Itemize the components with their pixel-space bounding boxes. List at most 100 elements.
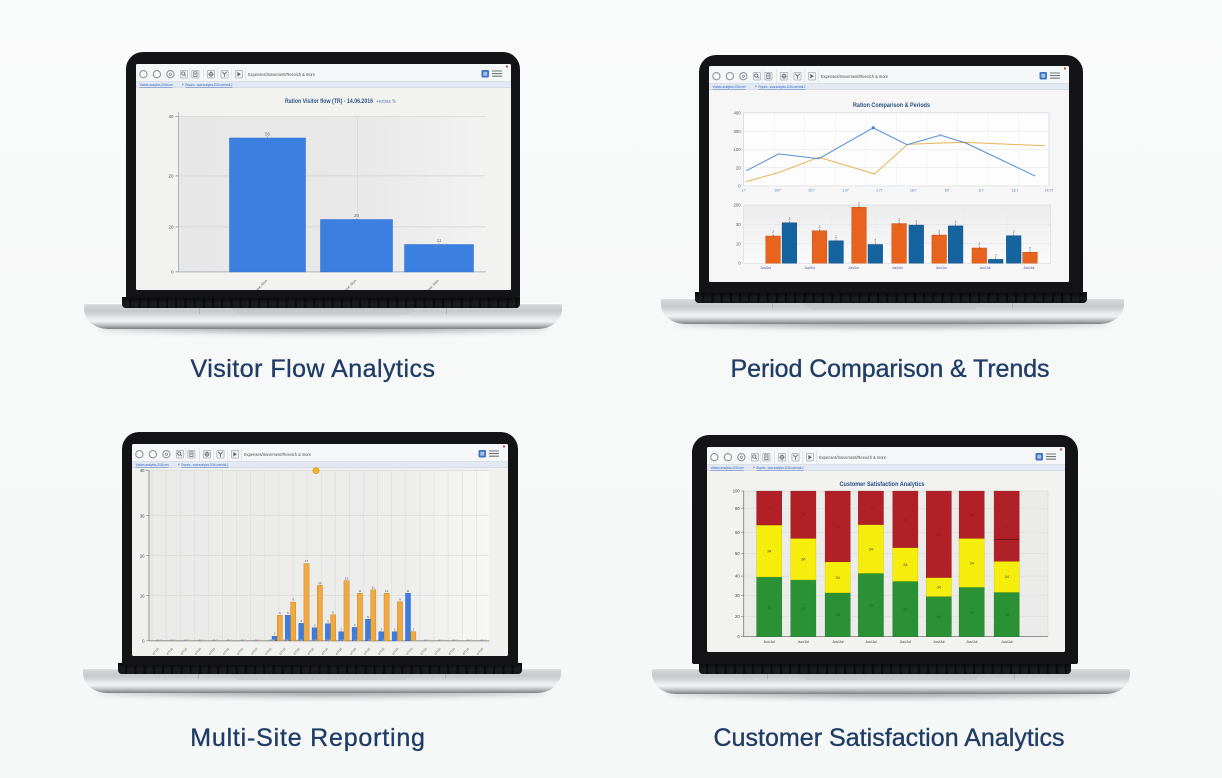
svg-text:Visitors-analytics-2016.net: Visitors-analytics-2016.net (713, 85, 746, 89)
svg-text:Jun/Jul: Jun/Jul (798, 640, 810, 644)
svg-text:2: 2 (1013, 230, 1015, 234)
svg-text:Reports - www.analytics-2016.c: Reports - www.analytics-2016.com/visit-2 (757, 466, 804, 470)
svg-text:Jun/Jul: Jun/Jul (865, 640, 877, 644)
svg-text:0: 0 (171, 270, 174, 275)
svg-text:Expenses/movement/Reevich & mo: Expenses/movement/Reevich & more (248, 72, 316, 77)
svg-text:30: 30 (969, 512, 974, 517)
svg-text:4/7/16: 4/7/16 (349, 647, 358, 656)
svg-text:10/7: 10/7 (774, 188, 781, 192)
svg-text:4/7/16: 4/7/16 (250, 647, 259, 656)
svg-text:4/7/16: 4/7/16 (419, 647, 428, 656)
svg-text:11: 11 (358, 589, 361, 593)
svg-text:5: 5 (279, 611, 281, 615)
svg-text:80: 80 (735, 506, 740, 511)
svg-text:3: 3 (314, 623, 316, 627)
svg-text:Reports - www.analytics-2016.c: Reports - www.analytics-2016.com/visit-2 (186, 83, 233, 87)
svg-text:4/7/16: 4/7/16 (433, 647, 442, 656)
svg-text:Expenses/movement/Reevich & mo: Expenses/movement/Reevich & more (244, 452, 312, 457)
svg-text:4/7/16: 4/7/16 (264, 647, 273, 656)
svg-text:Expenses/movement/Reevich & mo: Expenses/movement/Reevich & more (819, 455, 887, 460)
svg-text:100: 100 (733, 489, 741, 494)
svg-text:30: 30 (767, 506, 772, 511)
svg-text:30: 30 (937, 532, 942, 537)
svg-text:Reports - www.analytics-2016.c: Reports - www.analytics-2016.com/visit-2 (182, 463, 229, 467)
svg-text:2: 2 (340, 627, 342, 631)
svg-text:11: 11 (385, 589, 388, 593)
svg-text:Jun/Jul: Jun/Jul (1001, 640, 1013, 644)
svg-text:16/7: 16/7 (910, 188, 917, 192)
svg-text:20: 20 (168, 225, 174, 230)
svg-text:Jun/Jul: Jun/Jul (966, 640, 978, 644)
svg-text:13: 13 (345, 576, 349, 580)
svg-text:50: 50 (735, 551, 740, 556)
svg-text:Visitors-analytics-2016.net: Visitors-analytics-2016.net (711, 466, 744, 470)
svg-text:34: 34 (1004, 574, 1009, 579)
svg-text:Customer Satisfaction Analytic: Customer Satisfaction Analytics (840, 481, 925, 488)
svg-text:3: 3 (327, 619, 329, 623)
svg-text:June, Mon: June, Mon (254, 279, 269, 290)
svg-text:6: 6 (332, 610, 334, 614)
svg-text:4/7/16: 4/7/16 (306, 647, 315, 656)
svg-text:34: 34 (767, 548, 772, 553)
svg-text:12: 12 (318, 581, 322, 585)
svg-text:4/7/16: 4/7/16 (236, 647, 245, 656)
svg-text:2: 2 (835, 235, 837, 239)
svg-text:2: 2 (772, 230, 774, 234)
svg-text:2: 2 (995, 254, 997, 258)
svg-text:34: 34 (969, 560, 974, 565)
svg-text:10: 10 (736, 241, 741, 246)
svg-text:30: 30 (903, 517, 908, 522)
svg-text:20: 20 (354, 213, 360, 218)
svg-text:Jun/Jul: Jun/Jul (760, 266, 771, 270)
svg-text:2: 2 (938, 229, 940, 233)
svg-text:▾: ▾ (753, 466, 755, 470)
svg-text:4/7/16: 4/7/16 (278, 647, 287, 656)
svg-text:14.07: 14.07 (1045, 188, 1054, 192)
svg-text:40: 40 (735, 574, 740, 579)
svg-text:2: 2 (819, 225, 821, 229)
svg-text:40: 40 (168, 114, 174, 119)
svg-text:2: 2 (858, 202, 860, 206)
svg-text:38: 38 (801, 606, 806, 611)
svg-text:4/7/16: 4/7/16 (377, 647, 386, 656)
svg-text:4/7/16: 4/7/16 (222, 647, 231, 656)
svg-text:10: 10 (140, 593, 145, 598)
svg-text:Jun/Jul: Jun/Jul (764, 640, 776, 644)
svg-text:400: 400 (734, 111, 742, 116)
svg-text:0: 0 (142, 638, 145, 643)
svg-text:4/7/16: 4/7/16 (447, 647, 456, 656)
svg-text:9: 9 (399, 597, 401, 601)
svg-text:2: 2 (380, 627, 382, 631)
svg-text:0: 0 (738, 184, 741, 189)
svg-text:2: 2 (915, 219, 917, 223)
svg-text:2: 2 (898, 218, 900, 222)
svg-text:1.77: 1.77 (876, 188, 883, 192)
svg-text:4/7/16: 4/7/16 (292, 647, 301, 656)
svg-text:30: 30 (869, 505, 874, 510)
svg-text:30: 30 (736, 222, 741, 227)
svg-text:30: 30 (835, 524, 840, 529)
svg-text:20: 20 (140, 553, 145, 558)
svg-text:4/7/16: 4/7/16 (165, 647, 174, 656)
svg-text:38: 38 (835, 612, 840, 617)
svg-text:June, Mon: June, Mon (343, 279, 358, 290)
svg-text:11: 11 (437, 238, 442, 243)
svg-text:34: 34 (937, 584, 942, 589)
svg-text:1.7: 1.7 (741, 188, 746, 192)
svg-text:9: 9 (292, 598, 294, 602)
svg-text:Jun/Jul: Jun/Jul (892, 266, 903, 270)
svg-text:4/7/16: 4/7/16 (335, 647, 344, 656)
svg-text:Jun/Jul: Jun/Jul (848, 266, 859, 270)
svg-text:▾: ▾ (182, 83, 184, 87)
svg-text:34: 34 (903, 562, 908, 567)
svg-text:300: 300 (734, 129, 742, 134)
svg-text:8/7: 8/7 (945, 188, 950, 192)
svg-text:38: 38 (969, 609, 974, 614)
svg-text:4/7/16: 4/7/16 (363, 647, 372, 656)
svg-text:8.7: 8.7 (979, 188, 984, 192)
svg-text:Ration Visitor flow (TR) - 14.: Ration Visitor flow (TR) - 14.06.2016 (285, 98, 373, 105)
svg-text:5: 5 (287, 611, 289, 615)
svg-text:30: 30 (1004, 524, 1009, 529)
svg-text:Jun/Jul: Jun/Jul (1023, 266, 1034, 270)
svg-text:40: 40 (140, 468, 145, 473)
